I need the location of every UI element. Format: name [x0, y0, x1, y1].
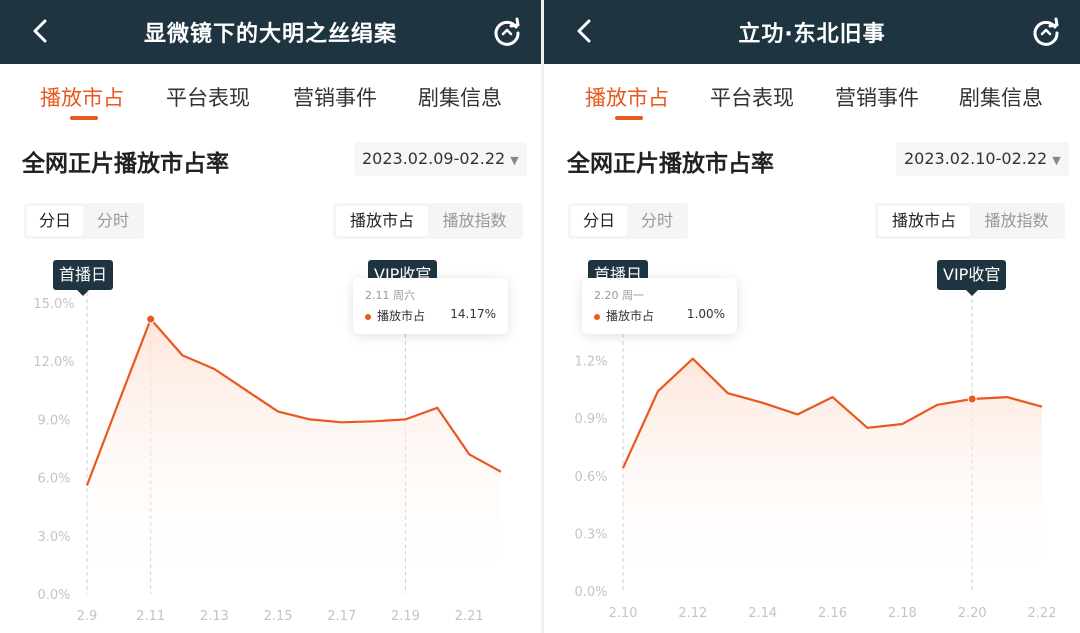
x-tick-label: 2.17 [327, 609, 356, 624]
tooltip-value: 1.00% [686, 307, 725, 321]
panel-divider [541, 0, 544, 633]
x-tick-label: 2.9 [77, 609, 98, 624]
tooltip-label: 播放市占 [377, 309, 426, 323]
section-title: 全网正片播放市占率 [567, 151, 774, 177]
active-tab-indicator [615, 116, 643, 120]
refresh-icon[interactable] [1030, 16, 1062, 48]
tab-platform-performance[interactable]: 平台表现 [710, 86, 794, 110]
active-tab-indicator [70, 116, 98, 120]
show-title: 显微镜下的大明之丝绢案 [143, 22, 397, 47]
highlighted-point [146, 314, 156, 324]
toggle-play-index[interactable]: 播放指数 [442, 211, 507, 230]
show-title: 立功·东北旧事 [738, 22, 886, 47]
tooltip-value: 14.17% [450, 307, 496, 321]
tooltip-date: 2.11 周六 [365, 289, 415, 302]
date-range-text: 2023.02.09-02.22 [362, 149, 506, 168]
vip-tag-label: VIP收官 [943, 265, 1001, 284]
y-tick-label: 0.9% [574, 412, 607, 427]
tab-bar: 播放市占 平台表现 营销事件 剧集信息 [0, 64, 541, 122]
toggle-market-share[interactable]: 播放市占 [878, 206, 970, 236]
y-tick-label: 0.6% [574, 470, 607, 485]
back-arrow-icon[interactable] [570, 16, 600, 46]
x-tick-label: 2.12 [678, 606, 707, 621]
tag-pointer [965, 290, 978, 296]
tab-bar: 播放市占 平台表现 营销事件 剧集信息 [544, 64, 1080, 122]
y-tick-label: 0.0% [37, 588, 70, 603]
x-tick-label: 2.22 [1028, 606, 1057, 621]
x-tick-label: 2.11 [136, 609, 165, 624]
dropdown-caret-icon: ▼ [510, 154, 519, 167]
series-area [623, 358, 1042, 591]
tab-episode-info[interactable]: 剧集信息 [959, 86, 1043, 110]
granularity-toggle: 分日 分时 [568, 203, 688, 239]
data-tooltip: 2.20 周一 播放市占 1.00% [582, 278, 737, 334]
data-tooltip: 2.11 周六 播放市占 14.17% [353, 278, 508, 334]
market-share-chart: 0.0%0.3%0.6%0.9%1.2%12.102.122.142.162.1… [574, 292, 1057, 621]
tooltip-label: 播放市占 [606, 309, 655, 323]
series-line [85, 318, 502, 486]
refresh-icon[interactable] [491, 16, 523, 48]
x-tick-label: 2.21 [455, 609, 484, 624]
section-title: 全网正片播放市占率 [22, 151, 229, 177]
date-range-picker[interactable]: 2023.02.09-02.22 ▼ [354, 142, 527, 176]
toggle-daily[interactable]: 分日 [27, 206, 83, 236]
left-panel: 显微镜下的大明之丝绢案 播放市占 平台表现 营销事件 剧集信息 全网正片播放市占… [0, 0, 541, 624]
toggle-hourly[interactable]: 分时 [640, 211, 673, 230]
toggle-hourly[interactable]: 分时 [96, 211, 129, 230]
toggle-daily[interactable]: 分日 [571, 206, 627, 236]
x-tick-label: 2.19 [391, 609, 420, 624]
metric-toggle: 播放市占 播放指数 [333, 203, 523, 239]
dropdown-caret-icon: ▼ [1052, 154, 1061, 167]
x-tick-label: 2.16 [818, 606, 847, 621]
right-panel: 立功·东北旧事 播放市占 平台表现 营销事件 剧集信息 全网正片播放市占率 20… [544, 0, 1080, 633]
tab-market-share[interactable]: 播放市占 [40, 86, 124, 110]
x-tick-label: 2.13 [200, 609, 229, 624]
top-bar: 立功·东北旧事 [544, 0, 1080, 64]
y-tick-label: 0.0% [574, 585, 607, 600]
x-tick-label: 2.20 [958, 606, 987, 621]
y-tick-label: 12.0% [33, 355, 74, 370]
date-range-picker[interactable]: 2023.02.10-02.22 ▼ [896, 142, 1069, 176]
y-tick-label: 9.0% [37, 413, 70, 428]
toggle-play-index[interactable]: 播放指数 [984, 211, 1049, 230]
market-share-chart: 0.0% 3.0% 6.0% 9.0% 12.0% 15.0% 2.9 2.11 2.13 2.1… [33, 292, 502, 624]
granularity-toggle: 分日 分时 [24, 203, 144, 239]
series-area [87, 319, 501, 594]
back-arrow-icon[interactable] [26, 16, 56, 46]
series-dot-icon [594, 314, 600, 320]
x-tick-label: 2.18 [888, 606, 917, 621]
y-tick-label: 0.3% [574, 527, 607, 542]
premiere-tag-label: 首播日 [59, 265, 108, 284]
highlighted-point [967, 394, 977, 404]
tab-marketing-events[interactable]: 营销事件 [293, 86, 377, 110]
series-dot-icon [365, 314, 371, 320]
y-tick-label: 3.0% [37, 530, 70, 545]
tag-pointer [77, 290, 89, 296]
x-tick-label: 2.14 [748, 606, 777, 621]
toggle-market-share[interactable]: 播放市占 [336, 206, 428, 236]
tab-market-share[interactable]: 播放市占 [585, 86, 669, 110]
vip-finale-tag: VIP收官 [937, 260, 1007, 296]
top-bar: 显微镜下的大明之丝绢案 [0, 0, 541, 64]
metric-toggle: 播放市占 播放指数 [875, 203, 1065, 239]
x-tick-label: 2.10 [609, 606, 638, 621]
y-tick-label: 15.0% [33, 297, 74, 312]
tab-platform-performance[interactable]: 平台表现 [166, 86, 250, 110]
y-tick-label: 6.0% [37, 472, 70, 487]
date-range-text: 2023.02.10-02.22 [904, 149, 1048, 168]
x-tick-label: 2.15 [264, 609, 293, 624]
premiere-tag: 首播日 [53, 260, 114, 296]
tab-marketing-events[interactable]: 营销事件 [835, 86, 919, 110]
tab-episode-info[interactable]: 剧集信息 [418, 86, 502, 110]
tooltip-date: 2.20 周一 [594, 289, 644, 302]
y-tick-label: 1.2% [574, 355, 607, 370]
